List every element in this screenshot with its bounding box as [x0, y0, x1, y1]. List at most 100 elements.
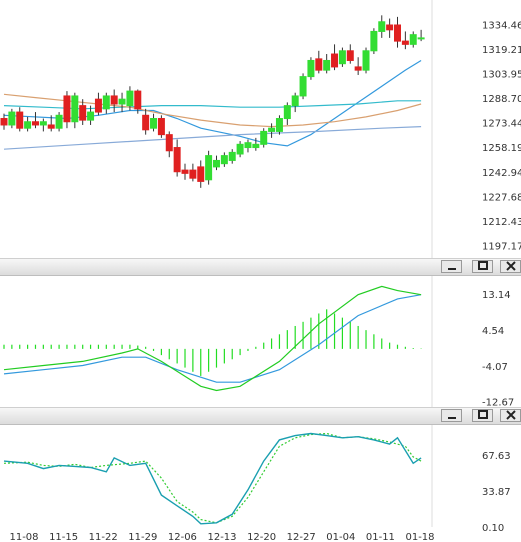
macd-tick-label: -12.67 — [482, 398, 514, 409]
candle-body — [409, 34, 417, 45]
candle-body — [283, 105, 291, 120]
candle-body — [394, 24, 401, 42]
candle-body — [378, 21, 386, 32]
close-icon — [505, 261, 516, 271]
macd-panel-titlebar — [0, 258, 521, 276]
macd-tick-label: -4.07 — [482, 362, 508, 373]
price-panel: 1334.46 1319.21 1303.95 1288.70 1273.44 1258.… — [0, 0, 521, 258]
candle-body — [307, 59, 315, 78]
candle-body — [94, 98, 102, 113]
candle-body — [8, 111, 16, 126]
stochastic-panel: 67.63 33.87 0.10 11-08 11-15 11-22 11-29 12-06 1… — [3, 425, 511, 542]
candle-body — [252, 143, 260, 149]
date-tick-label: 01-11 — [366, 532, 395, 542]
candle-body — [212, 159, 220, 168]
macd-signal-line — [3, 294, 422, 383]
date-tick-label: 12-06 — [168, 532, 197, 542]
macd-tick-label: 4.54 — [482, 326, 504, 337]
candle-body — [63, 95, 71, 123]
stoch-minimize-button[interactable] — [441, 409, 462, 422]
candle-body — [189, 169, 197, 179]
candle-body — [401, 40, 409, 45]
minimize-icon — [447, 417, 456, 419]
candle-body — [220, 155, 228, 165]
candle-body — [315, 58, 323, 71]
candle-body — [31, 121, 39, 126]
candle-body — [150, 118, 158, 129]
candle-body — [110, 95, 118, 105]
candle-body — [228, 151, 236, 161]
moving-average-line — [3, 126, 422, 150]
stoch-d-line — [3, 432, 422, 524]
candle-body — [370, 30, 378, 52]
date-tick-label: 12-27 — [287, 532, 316, 542]
date-tick-label: 01-18 — [405, 532, 434, 542]
date-tick-label: 11-22 — [89, 532, 118, 542]
stochastic-panel-titlebar — [0, 407, 521, 425]
price-tick-label: 1319.21 — [482, 45, 521, 56]
candle-body — [417, 37, 425, 40]
macd-tick-label: 13.14 — [482, 290, 511, 301]
price-tick-label: 1197.17 — [482, 242, 521, 253]
candle-body — [244, 142, 252, 149]
candle-body — [126, 90, 134, 107]
candle-body — [236, 143, 244, 155]
candle-body — [134, 90, 142, 110]
candle-body — [338, 50, 346, 65]
candle-body — [323, 59, 331, 71]
candle-body — [102, 95, 110, 110]
stoch-tick-label: 67.63 — [482, 451, 511, 462]
restore-icon — [477, 410, 488, 419]
candle-body — [79, 105, 87, 121]
price-tick-label: 1273.44 — [482, 119, 521, 130]
restore-icon — [477, 261, 488, 270]
date-tick-label: 11-29 — [128, 532, 157, 542]
date-tick-label: 12-13 — [207, 532, 236, 542]
candle-body — [0, 118, 8, 126]
price-tick-label: 1334.46 — [482, 20, 521, 31]
candle-body — [354, 66, 362, 71]
candle-body — [181, 169, 189, 174]
macd-line — [3, 285, 422, 392]
date-tick-label: 12-20 — [247, 532, 276, 542]
candle-body — [362, 50, 370, 71]
candle-body — [157, 118, 165, 136]
macd-minimize-button[interactable] — [441, 260, 462, 273]
minimize-icon — [447, 268, 456, 270]
candle-body — [87, 111, 95, 121]
date-tick-label: 11-15 — [49, 532, 78, 542]
price-tick-label: 1288.70 — [482, 94, 521, 105]
candle-body — [346, 50, 354, 61]
candle-body — [173, 147, 181, 173]
macd-close-button[interactable] — [500, 260, 521, 273]
candle-body — [118, 98, 126, 105]
candle-body — [197, 166, 205, 182]
price-tick-label: 1303.95 — [482, 69, 521, 80]
date-tick-label: 01-04 — [326, 532, 355, 542]
close-icon — [505, 410, 516, 420]
stoch-close-button[interactable] — [500, 409, 521, 422]
moving-average-line — [3, 59, 422, 147]
candle-body — [291, 95, 299, 107]
price-tick-label: 1242.94 — [482, 168, 521, 179]
macd-restore-button[interactable] — [472, 260, 493, 273]
stoch-restore-button[interactable] — [472, 409, 493, 422]
candle-body — [39, 121, 47, 126]
stoch-k-line — [3, 432, 422, 525]
stoch-tick-label: 0.10 — [482, 523, 504, 534]
candle-body — [268, 127, 276, 132]
candle-body — [24, 121, 32, 129]
candle-body — [71, 95, 79, 123]
macd-panel: 13.14 4.54 -4.07 -12.67 — [3, 276, 514, 409]
candle-body — [55, 114, 63, 129]
stoch-tick-label: 33.87 — [482, 487, 511, 498]
candle-body — [331, 53, 339, 68]
candle-body — [386, 24, 394, 31]
date-tick-label: 11-08 — [9, 532, 38, 542]
candle-body — [16, 111, 24, 129]
candle-body — [205, 155, 213, 181]
candle-body — [260, 130, 268, 145]
candle-body — [142, 114, 150, 131]
candle-body — [47, 124, 55, 129]
